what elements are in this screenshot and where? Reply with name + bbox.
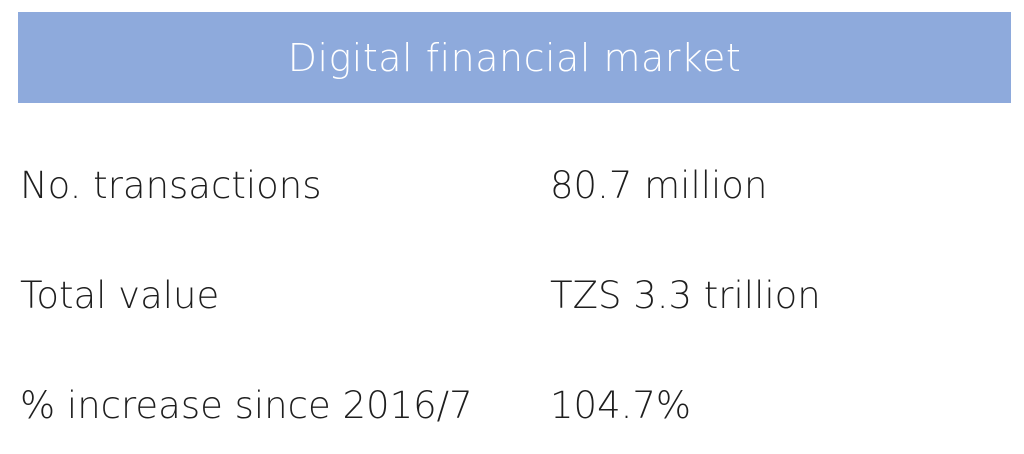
stat-row-total-value: Total value TZS 3.3 trillion bbox=[20, 274, 1010, 324]
stat-label: % increase since 2016/7 bbox=[20, 384, 473, 427]
stat-value: 104.7% bbox=[550, 384, 692, 427]
stat-row-transactions: No. transactions 80.7 million bbox=[20, 164, 1010, 214]
stat-label: Total value bbox=[20, 274, 220, 317]
header-banner: Digital financial market bbox=[18, 12, 1011, 103]
stat-label: No. transactions bbox=[20, 164, 322, 207]
stat-value: TZS 3.3 trillion bbox=[550, 274, 821, 317]
page-title: Digital financial market bbox=[287, 35, 742, 80]
stat-value: 80.7 million bbox=[550, 164, 768, 207]
stat-row-increase: % increase since 2016/7 104.7% bbox=[20, 384, 1010, 434]
